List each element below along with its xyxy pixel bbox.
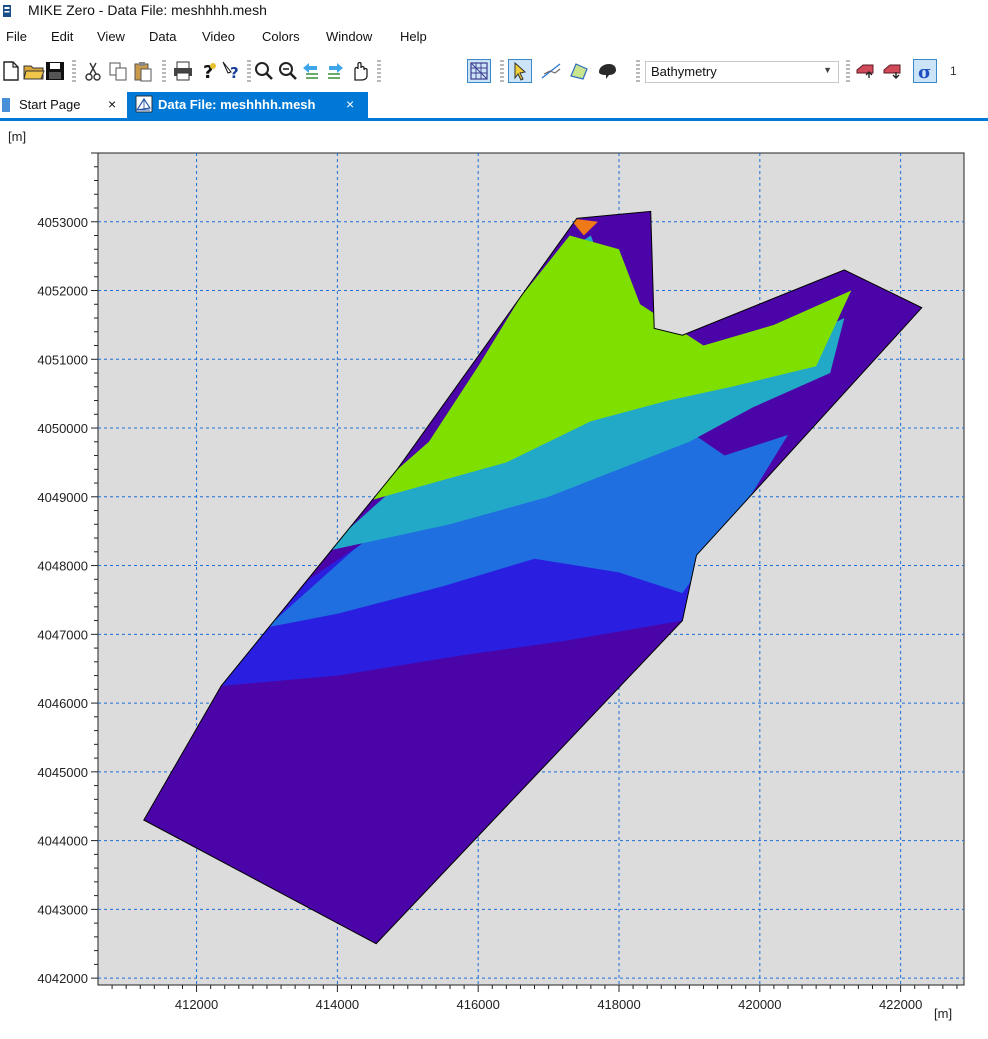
sigma-layer-count: 1 [950,64,957,78]
menu-help[interactable]: Help [400,29,427,44]
x-tick-label: 414000 [316,997,359,1012]
axis-ticks: 412000 414000 416000 418000 420000 422000 4042… [37,152,958,1012]
cut-icon[interactable] [82,60,104,82]
help-icon[interactable]: ? [198,60,220,82]
save-icon[interactable] [44,60,66,82]
menu-window[interactable]: Window [326,29,373,44]
contour-band-shallow [358,235,852,504]
y-tick-label: 4051000 [37,352,88,367]
svg-text:σ: σ [918,62,931,82]
zoom-out-icon[interactable] [277,60,299,82]
y-tick-label: 4043000 [37,902,88,917]
tab-data-file-label: Data File: meshhhh.mesh [158,97,316,112]
x-tick-label: 422000 [879,997,922,1012]
mesh-file-icon [135,95,153,113]
page-icon [2,98,10,112]
x-axis-label: [m] [934,1006,952,1021]
y-tick-label: 4052000 [37,284,88,299]
move-down-icon[interactable] [881,60,903,82]
close-icon[interactable]: × [346,96,355,112]
svg-text:?: ? [230,64,239,82]
mesh-boundary [143,210,923,945]
tab-start-page-label: Start Page [19,97,81,112]
zoom-in-icon[interactable] [253,60,275,82]
point-icon[interactable] [596,60,618,82]
profile-icon[interactable] [540,60,562,82]
paste-icon[interactable] [132,60,154,82]
svg-text:?: ? [203,62,213,82]
menu-video[interactable]: Video [202,29,236,44]
mesh-grid-icon[interactable] [467,59,491,83]
select-arrow-icon[interactable] [508,59,532,83]
mike-zero-app-icon [3,5,11,17]
x-tick-label: 418000 [597,997,640,1012]
move-up-icon[interactable] [854,60,876,82]
item-type-select[interactable]: Bathymetry ▼ [645,61,839,83]
y-tick-label: 4050000 [37,421,88,436]
y-tick-label: 4053000 [37,215,88,230]
y-tick-label: 4044000 [37,834,88,849]
title-bar: MIKE Zero - Data File: meshhhh.mesh [0,0,988,24]
polygon-icon[interactable] [568,60,590,82]
sigma-layers-icon[interactable]: σ [913,59,937,83]
y-axis-label: [m] [8,129,26,144]
context-help-icon[interactable]: ? [221,60,243,82]
menu-bar: File Edit View Data Video Colors Window … [0,26,988,48]
y-tick-label: 4047000 [37,627,88,642]
previous-view-icon[interactable] [300,60,322,82]
document-tab-bar: Start Page × Data File: meshhhh.mesh × [0,92,988,121]
open-folder-icon[interactable] [23,60,45,82]
y-tick-label: 4045000 [37,765,88,780]
close-icon[interactable]: × [108,96,117,112]
bathymetry-contours [143,211,922,944]
menu-colors[interactable]: Colors [262,29,300,44]
menu-edit[interactable]: Edit [51,29,74,44]
menu-file[interactable]: File [6,29,27,44]
print-icon[interactable] [172,60,194,82]
chevron-down-icon: ▼ [823,65,832,75]
menu-data[interactable]: Data [149,29,177,44]
mesh-plot[interactable]: [m] [m] 412000 414000 416000 418000 420000 42… [0,121,988,1039]
menu-view[interactable]: View [97,29,125,44]
x-tick-label: 412000 [175,997,218,1012]
pan-hand-icon[interactable] [349,60,371,82]
tab-data-file[interactable]: Data File: meshhhh.mesh × [127,92,368,118]
next-view-icon[interactable] [324,60,346,82]
x-tick-label: 420000 [738,997,781,1012]
item-type-value: Bathymetry [651,64,717,79]
y-tick-label: 4046000 [37,696,88,711]
x-tick-label: 416000 [456,997,499,1012]
tab-start-page[interactable]: Start Page × [0,92,125,118]
contour-band-top [569,218,598,236]
new-file-icon[interactable] [0,60,22,82]
y-tick-label: 4049000 [37,490,88,505]
toolbar: ? ? σ [0,54,988,90]
copy-icon[interactable] [107,60,129,82]
y-tick-label: 4042000 [37,971,88,986]
y-tick-label: 4048000 [37,559,88,574]
window-title: MIKE Zero - Data File: meshhhh.mesh [28,2,267,18]
